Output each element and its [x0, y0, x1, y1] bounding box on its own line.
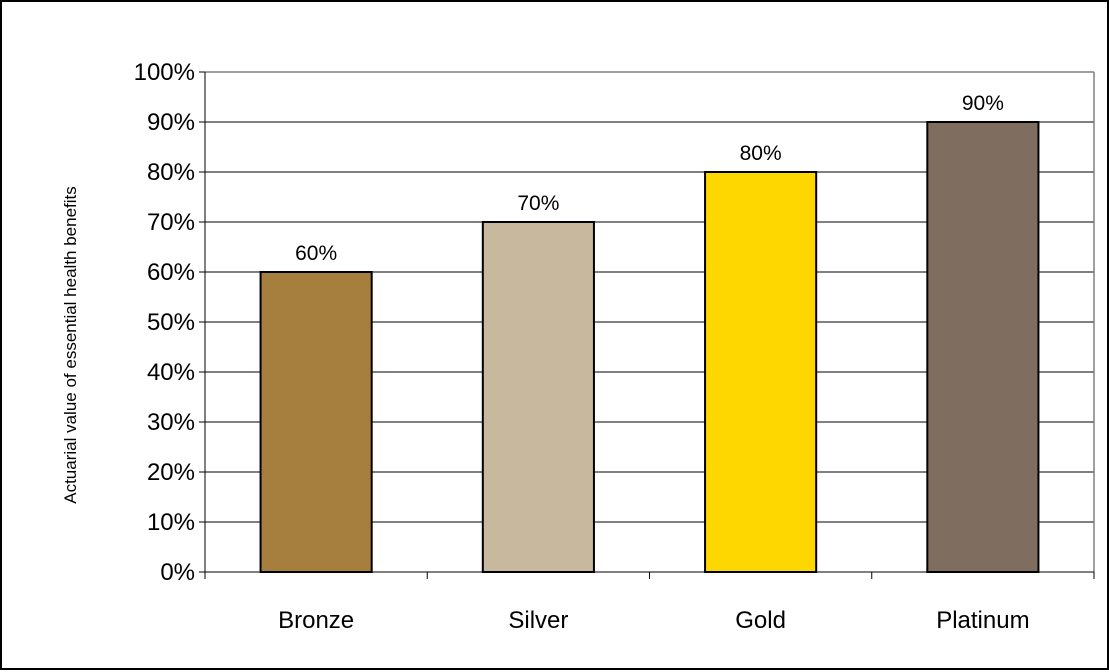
data-label: 70%: [517, 192, 559, 215]
bar-platinum: [926, 121, 1040, 573]
data-label: 80%: [740, 142, 782, 165]
x-tick-labels: Bronze Silver Gold Platinum: [278, 607, 1029, 634]
y-tick-label: 50%: [147, 309, 195, 336]
y-tick-label: 70%: [147, 209, 195, 236]
data-label: 90%: [962, 92, 1004, 115]
axes: [199, 71, 1095, 579]
y-tick-label: 0%: [160, 559, 195, 586]
y-tick-label: 40%: [147, 359, 195, 386]
y-tick-label: 100%: [134, 59, 195, 86]
bar-bronze: [259, 271, 373, 573]
bar-gold: [704, 171, 818, 573]
y-tick-label: 60%: [147, 259, 195, 286]
x-tick-label: Bronze: [278, 607, 354, 634]
y-tick-label: 30%: [147, 409, 195, 436]
x-tick-label: Silver: [508, 607, 568, 634]
y-tick-label: 80%: [147, 159, 195, 186]
y-tick-labels: 0% 10% 20% 30% 40% 50% 60% 70% 80% 90% 100%: [134, 59, 195, 586]
y-tick-label: 20%: [147, 459, 195, 486]
bars: [259, 121, 1040, 573]
y-tick-label: 10%: [147, 509, 195, 536]
data-labels: 60% 70% 80% 90%: [295, 92, 1004, 265]
y-tick-label: 90%: [147, 109, 195, 136]
x-tick-label: Platinum: [936, 607, 1029, 634]
data-label: 60%: [295, 242, 337, 265]
bar-silver: [481, 221, 595, 573]
x-tick-label: Gold: [735, 607, 786, 634]
y-axis-title: Actuarial value of essential health bene…: [61, 186, 80, 504]
